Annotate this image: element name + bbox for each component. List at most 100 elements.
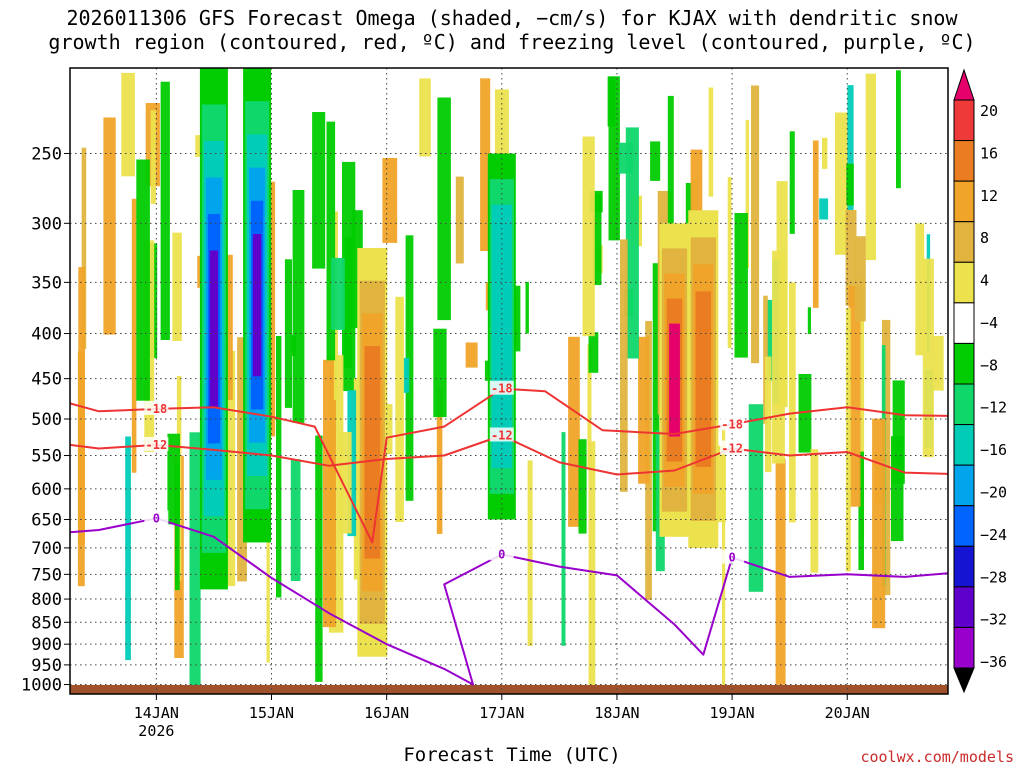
omega-streak (846, 163, 854, 206)
omega-streak (433, 328, 447, 418)
omega-streak (588, 332, 599, 373)
contour-label: -18 (491, 382, 513, 396)
omega-streak (395, 296, 404, 522)
omega-streak (292, 190, 305, 423)
contour-label: -12 (146, 438, 168, 452)
omega-streak (150, 110, 156, 204)
colorbar-top-arrow (953, 68, 975, 101)
colorbar-label: 4 (980, 272, 989, 290)
omega-streak (174, 465, 180, 591)
y-tick-label: 700 (31, 539, 62, 559)
omega-streak (125, 436, 131, 661)
omega-streak (103, 117, 116, 335)
contour-label-bg (489, 427, 514, 442)
contour-label-bg (720, 416, 745, 431)
y-tick-label: 850 (31, 613, 62, 633)
contour-dgz-18 (69, 387, 949, 544)
omega-streak (915, 223, 925, 356)
omega-streak (480, 78, 491, 251)
omega-streak (455, 176, 464, 264)
colorbar-bin (953, 140, 975, 182)
omega-streak (419, 78, 431, 157)
y-tick-label: 750 (31, 565, 62, 585)
omega-streak (237, 337, 247, 582)
colorbar-label: 12 (980, 187, 998, 205)
omega-streak (845, 307, 851, 572)
omega-streak (266, 455, 270, 663)
colorbar-bin (953, 586, 975, 628)
contour-label: -18 (721, 417, 743, 431)
credit-link[interactable]: coolwx.com/models (860, 748, 1014, 766)
colorbar-label: −28 (980, 568, 1007, 586)
omega-streak (136, 159, 150, 401)
omega-shading-layer (77, 68, 944, 686)
colorbar-label: −12 (980, 399, 1007, 417)
y-tick-label: 900 (31, 635, 62, 655)
omega-streak (437, 97, 451, 321)
ground-surface (70, 685, 948, 694)
omega-streak (891, 436, 904, 542)
omega-streak (384, 404, 393, 454)
contour-label-bg (720, 549, 745, 564)
omega-streak (405, 235, 414, 501)
contour-layer: -18 -18 -18 -12 -12 -12 0 0 0 (69, 380, 949, 686)
omega-rising-core (695, 291, 712, 467)
omega-streak (638, 336, 650, 484)
omega-streak (858, 451, 864, 570)
omega-streak (484, 360, 491, 381)
omega-streak (578, 439, 587, 534)
omega-streak (582, 136, 595, 337)
omega-streak (403, 357, 410, 393)
omega-streak (608, 76, 620, 241)
omega-streak (810, 449, 819, 573)
omega-streak (588, 441, 596, 686)
colorbar-bin (953, 383, 975, 426)
omega-streak (855, 236, 866, 322)
omega-streak (807, 307, 811, 334)
y-tick-label: 550 (31, 447, 62, 467)
chart-title-line-1: 2026011306 GFS Forecast Omega (shaded, −… (66, 6, 958, 30)
omega-streak (872, 418, 886, 629)
omega-streak (727, 177, 732, 348)
x-tick-label: 15JAN (249, 704, 294, 722)
colorbar-bin (953, 626, 975, 669)
colorbar-label: −32 (980, 611, 1007, 629)
chart-title-line-2: growth region (contoured, red, ºC) and f… (48, 30, 976, 54)
y-tick-label: 500 (31, 410, 62, 430)
colorbar-label: −24 (980, 526, 1007, 544)
colorbar-bin (953, 261, 975, 304)
contour-label-bg (144, 510, 169, 525)
omega-streak (625, 127, 639, 359)
colorbar-bottom-arrow (953, 667, 975, 694)
omega-streak (789, 282, 796, 523)
omega-streak (767, 299, 773, 381)
y-tick-label: 600 (31, 480, 62, 500)
omega-rising-core (669, 323, 680, 437)
colorbar-bin (953, 99, 975, 142)
omega-streak (745, 119, 749, 269)
omega-streak (351, 210, 363, 329)
y-tick-label: 1000 (21, 676, 62, 696)
x-tick-sublabel: 2026 (138, 722, 174, 740)
colorbar-bin (953, 545, 975, 588)
x-tick-label: 16JAN (364, 704, 409, 722)
contour-label: 0 (728, 551, 735, 565)
omega-streak (587, 344, 592, 469)
omega-streak (189, 432, 201, 686)
omega-sinking-core (209, 250, 219, 407)
omega-streak (81, 147, 87, 349)
omega-streak (465, 342, 478, 368)
omega-streak (436, 389, 443, 534)
omega-streak (715, 445, 726, 523)
contour-freezing-level (69, 517, 949, 686)
x-tick-label: 18JAN (594, 704, 639, 722)
omega-streak (751, 85, 760, 364)
y-tick-label: 650 (31, 511, 62, 531)
omega-streak (650, 141, 661, 181)
x-tick-label: 19JAN (710, 704, 755, 722)
omega-streak (847, 85, 854, 210)
omega-streak (667, 95, 674, 308)
omega-sinking-core (252, 234, 262, 377)
omega-streak (568, 336, 580, 527)
